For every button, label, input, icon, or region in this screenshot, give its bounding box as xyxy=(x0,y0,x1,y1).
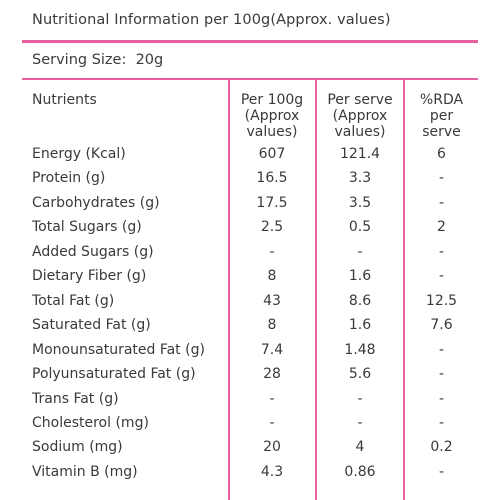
value-rda: 2 xyxy=(437,219,446,236)
value-per-serve: 121.4 xyxy=(339,146,381,162)
nutrition-title: Nutritional Information per 100g(Approx.… xyxy=(32,12,391,28)
table-row: Added Sugars (g) - - - xyxy=(0,244,500,269)
table-row: Dietary Fiber (g) 8 1.6 - xyxy=(0,268,500,293)
column-divider-1 xyxy=(228,78,230,500)
header-per-serve-line3: values) xyxy=(334,124,386,140)
value-per-100g: 43 xyxy=(263,292,281,309)
value-per-100g: 7.4 xyxy=(260,341,284,358)
value-per-100g: 16.5 xyxy=(256,170,288,187)
value-per-serve: 4 xyxy=(355,439,365,456)
nutrient-name: Trans Fat (g) xyxy=(32,390,119,407)
value-rda: - xyxy=(438,194,445,211)
table-row: Polyunsaturated Fat (g) 28 5.6 - xyxy=(0,366,500,391)
value-rda: - xyxy=(438,366,445,383)
table-row: Vitamin B (mg) 4.3 0.86 - xyxy=(0,464,500,489)
nutrient-name: Monounsaturated Fat (g) xyxy=(32,341,205,358)
value-per-serve: 1.6 xyxy=(348,317,372,334)
nutrient-name: Polyunsaturated Fat (g) xyxy=(32,366,196,383)
value-rda: - xyxy=(438,463,445,480)
table-row: Trans Fat (g) - - - xyxy=(0,391,500,416)
header-per-100g-line3: values) xyxy=(246,124,298,140)
value-rda: 12.5 xyxy=(425,292,458,309)
value-rda: - xyxy=(438,170,445,187)
value-per-100g: 4.3 xyxy=(260,463,284,480)
table-row: Cholesterol (mg) - - - xyxy=(0,415,500,440)
value-per-100g: 20 xyxy=(263,439,281,456)
header-per-100g-line1: Per 100g xyxy=(240,92,304,108)
value-rda: - xyxy=(438,390,445,407)
value-per-100g: 8 xyxy=(267,317,277,334)
header-per-serve-line2: (Approx xyxy=(332,108,388,124)
nutrient-name: Vitamin B (mg) xyxy=(32,463,138,480)
value-per-100g: - xyxy=(269,390,275,407)
value-per-serve: 0.5 xyxy=(348,219,372,236)
table-row: Sodium (mg) 20 4 0.2 xyxy=(0,439,500,464)
table-row: Protein (g) 16.5 3.3 - xyxy=(0,170,500,195)
table-row: Energy (Kcal) 607 121.4 6 xyxy=(0,146,500,171)
column-divider-3 xyxy=(403,78,405,500)
nutrient-name: Added Sugars (g) xyxy=(32,243,154,260)
value-per-100g: 8 xyxy=(267,268,277,285)
serving-size: Serving Size: 20g xyxy=(32,52,164,68)
header-rda: %RDA per serve xyxy=(405,92,478,140)
table-row: Total Sugars (g) 2.5 0.5 2 xyxy=(0,219,500,244)
header-rda-line3: serve xyxy=(422,124,461,140)
value-per-100g: 2.5 xyxy=(260,219,284,236)
nutrient-name: Total Sugars (g) xyxy=(32,219,142,236)
table-row: Carbohydrates (g) 17.5 3.5 - xyxy=(0,195,500,220)
header-per-serve-line1: Per serve xyxy=(327,92,393,108)
value-per-serve: 1.6 xyxy=(348,268,372,285)
table-row: Saturated Fat (g) 8 1.6 7.6 xyxy=(0,317,500,342)
value-per-serve: - xyxy=(357,243,363,260)
value-rda: 0.2 xyxy=(430,439,453,456)
nutrient-name: Sodium (mg) xyxy=(32,439,123,456)
header-per-100g-line2: (Approx xyxy=(244,108,300,124)
header-rda-line1: %RDA xyxy=(419,92,464,108)
nutrient-name: Energy (Kcal) xyxy=(32,146,126,162)
header-per-serve: Per serve (Approx values) xyxy=(317,92,403,140)
value-per-100g: 607 xyxy=(258,146,286,162)
value-per-serve: 3.3 xyxy=(348,170,372,187)
column-divider-2 xyxy=(315,78,317,500)
nutrient-name: Saturated Fat (g) xyxy=(32,317,151,334)
header-nutrients: Nutrients xyxy=(32,92,97,108)
value-rda: 7.6 xyxy=(430,317,453,334)
value-per-serve: 5.6 xyxy=(348,366,372,383)
value-per-100g: - xyxy=(269,414,275,431)
divider-serving xyxy=(22,78,478,80)
value-per-serve: - xyxy=(357,390,363,407)
header-per-100g: Per 100g (Approx values) xyxy=(229,92,315,140)
value-rda: - xyxy=(438,243,445,260)
nutrient-name: Dietary Fiber (g) xyxy=(32,268,147,285)
value-rda: - xyxy=(438,414,445,431)
value-per-100g: 28 xyxy=(263,366,281,383)
value-per-100g: 17.5 xyxy=(256,194,288,211)
value-rda: 6 xyxy=(437,146,446,162)
value-per-serve: 1.48 xyxy=(344,341,376,358)
value-per-serve: 3.5 xyxy=(348,194,372,211)
nutrient-name: Carbohydrates (g) xyxy=(32,194,160,211)
table-row: Monounsaturated Fat (g) 7.4 1.48 - xyxy=(0,342,500,367)
table-row: Total Fat (g) 43 8.6 12.5 xyxy=(0,293,500,318)
value-per-serve: - xyxy=(357,414,363,431)
value-per-serve: 8.6 xyxy=(348,292,372,309)
value-per-100g: - xyxy=(269,243,275,260)
value-per-serve: 0.86 xyxy=(344,463,376,480)
value-rda: - xyxy=(438,341,445,358)
nutrient-name: Protein (g) xyxy=(32,170,106,187)
nutrient-name: Total Fat (g) xyxy=(32,292,115,309)
header-rda-line2: per xyxy=(429,108,454,124)
nutrient-name: Cholesterol (mg) xyxy=(32,414,149,431)
divider-top xyxy=(22,40,478,43)
value-rda: - xyxy=(438,268,445,285)
